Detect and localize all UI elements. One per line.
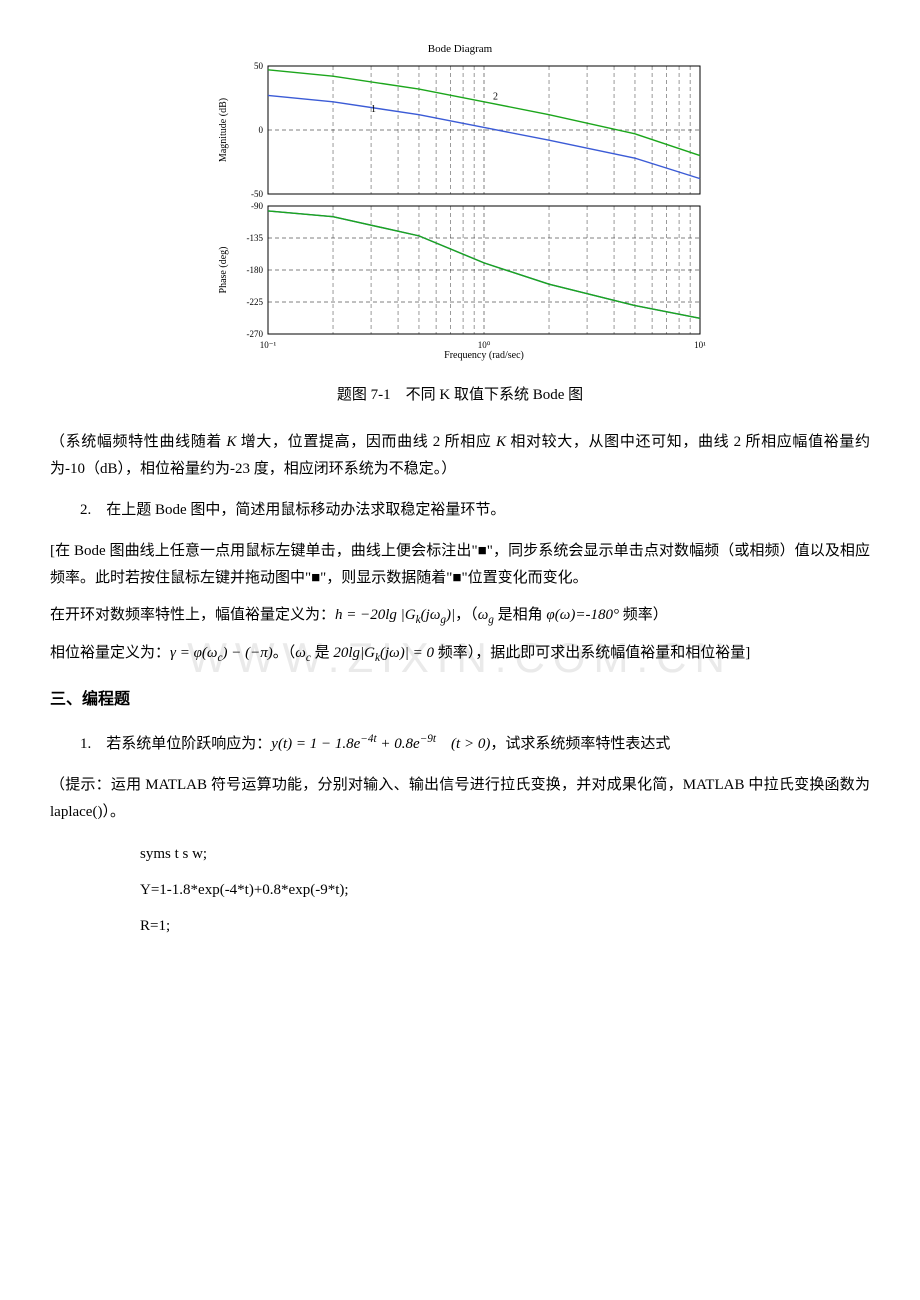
- text: 增大，位置提高，因而曲线 2 所相应: [236, 434, 496, 450]
- text: 1. 若系统单位阶跃响应为：: [80, 736, 271, 752]
- chart-caption: 题图 7-1 不同 K 取值下系统 Bode 图: [50, 382, 870, 409]
- svg-text:2: 2: [493, 91, 498, 102]
- bode-svg: -50 0 50 1 2 Magnitude (dB) -270 -225 -180 -135 -9…: [210, 62, 710, 362]
- text: 是: [311, 645, 334, 661]
- code-line: R=1;: [140, 908, 870, 944]
- svg-text:-225: -225: [247, 297, 264, 307]
- text: 相位裕量定义为：: [50, 645, 170, 661]
- text: ，（: [455, 607, 478, 623]
- svg-text:Frequency (rad/sec): Frequency (rad/sec): [444, 350, 524, 361]
- svg-text:Phase (deg): Phase (deg): [218, 246, 229, 293]
- bode-chart: Bode Diagram -5005012Magnitude (dB)-270-…: [210, 40, 710, 372]
- svg-text:10¹: 10¹: [694, 340, 706, 350]
- svg-text:10⁰: 10⁰: [478, 340, 491, 350]
- para-hint: （提示：运用 MATLAB 符号运算功能，分别对输入、输出信号进行拉氏变换，并对…: [50, 772, 870, 826]
- svg-text:-135: -135: [247, 233, 264, 243]
- svg-text:-270: -270: [247, 329, 264, 339]
- formula-yt: y(t) = 1 − 1.8e−4t + 0.8e−9t (t > 0): [271, 736, 490, 752]
- svg-text:1: 1: [371, 104, 376, 115]
- para-phase-margin: 相位裕量定义为：γ = φ(ωc) − (−π)。（ωc 是 20lg|Gk(j…: [50, 640, 870, 668]
- text: 频率）: [619, 607, 668, 623]
- section-3-heading: 三、编程题: [50, 686, 870, 715]
- mag-zero: 20lg|Gk(jω)| = 0: [333, 645, 434, 661]
- matlab-code: syms t s w; Y=1-1.8*exp(-4*t)+0.8*exp(-9…: [140, 836, 870, 944]
- text: 是相角: [494, 607, 547, 623]
- text: 频率），据此即可求出系统幅值裕量和相位裕量]: [434, 645, 750, 661]
- question-2: 2. 在上题 Bode 图中，简述用鼠标移动办法求取稳定裕量环节。: [80, 497, 870, 524]
- code-line: syms t s w;: [140, 836, 870, 872]
- para-mouse-method: [在 Bode 图曲线上任意一点用鼠标左键单击，曲线上便会标注出"■"，同步系统…: [50, 538, 870, 592]
- code-line: Y=1-1.8*exp(-4*t)+0.8*exp(-9*t);: [140, 872, 870, 908]
- text: （系统幅频特性曲线随着: [50, 434, 226, 450]
- text: ，试求系统频率特性表达式: [490, 736, 670, 752]
- formula-h: h = −20lg |Gk(jωg)|: [335, 607, 455, 623]
- svg-text:0: 0: [259, 125, 264, 135]
- omega-c: ωc: [295, 645, 311, 661]
- svg-text:-180: -180: [247, 265, 264, 275]
- phi-omega: φ(ω)=-180°: [546, 607, 619, 623]
- chart-title: Bode Diagram: [210, 40, 710, 60]
- svg-text:-90: -90: [251, 201, 263, 211]
- para-gain-margin: 在开环对数频率特性上，幅值裕量定义为：h = −20lg |Gk(jωg)|，（…: [50, 602, 870, 630]
- text: 在开环对数频率特性上，幅值裕量定义为：: [50, 607, 335, 623]
- var-K: K: [226, 434, 236, 450]
- svg-text:10⁻¹: 10⁻¹: [260, 340, 277, 350]
- var-K: K: [496, 434, 506, 450]
- formula-gamma: γ = φ(ωc) − (−π): [170, 645, 273, 661]
- svg-text:Magnitude (dB): Magnitude (dB): [218, 98, 229, 162]
- prog-question-1: 1. 若系统单位阶跃响应为：y(t) = 1 − 1.8e−4t + 0.8e−…: [80, 729, 870, 758]
- page-content: Bode Diagram -5005012Magnitude (dB)-270-…: [50, 40, 870, 944]
- para-curve-analysis: （系统幅频特性曲线随着 K 增大，位置提高，因而曲线 2 所相应 K 相对较大，…: [50, 429, 870, 483]
- text: 。（: [273, 645, 296, 661]
- svg-text:-50: -50: [251, 189, 263, 199]
- svg-text:50: 50: [254, 62, 264, 71]
- omega-g: ωg: [478, 607, 494, 623]
